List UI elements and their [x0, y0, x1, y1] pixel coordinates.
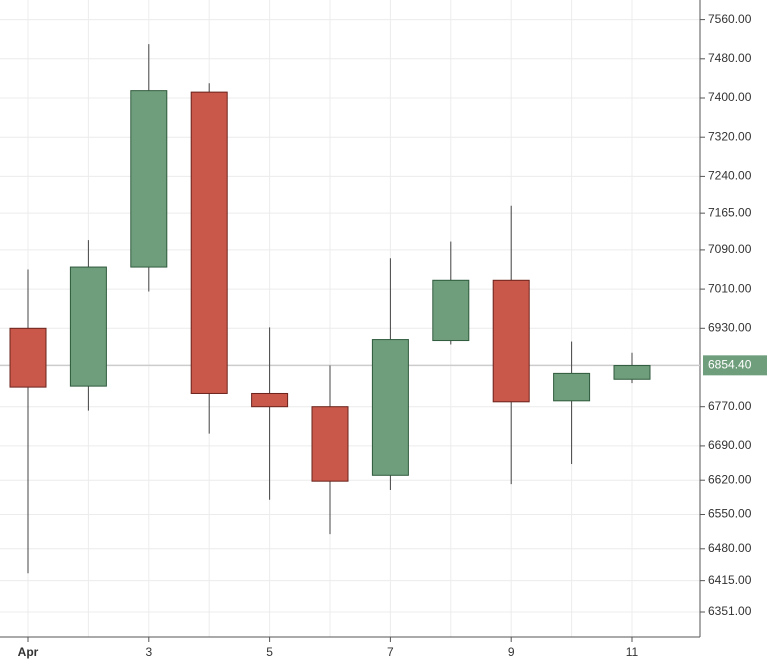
y-tick-label: 6620.00 [708, 472, 752, 486]
candle-body [432, 279, 470, 342]
candle-body [311, 406, 349, 482]
y-tick-label: 6550.00 [708, 507, 752, 521]
y-tick-label: 6415.00 [708, 573, 752, 587]
y-tick-label: 6930.00 [708, 320, 752, 334]
y-tick-label: 7010.00 [708, 281, 752, 295]
candle-body [371, 339, 409, 476]
x-tick-label: Apr [18, 645, 39, 659]
last-price-tag [703, 355, 767, 376]
x-tick-label: 7 [387, 645, 394, 659]
candle-body [190, 91, 228, 394]
y-tick-label: 7240.00 [708, 169, 752, 183]
candle-body [69, 266, 107, 387]
x-tick-label: 9 [508, 645, 515, 659]
candle-body [130, 90, 168, 268]
y-tick-label: 7090.00 [708, 242, 752, 256]
candle-body [251, 392, 289, 408]
y-tick-label: 6351.00 [708, 604, 752, 618]
x-tick-label: 11 [626, 645, 639, 659]
candle-body [553, 372, 591, 402]
y-tick-label: 7480.00 [708, 51, 752, 65]
y-tick-label: 7400.00 [708, 90, 752, 104]
candle-body [613, 365, 651, 380]
y-tick-label: 6480.00 [708, 541, 752, 555]
y-tick-label: 7165.00 [708, 205, 752, 219]
x-tick-label: 5 [266, 645, 273, 659]
y-tick-label: 7560.00 [708, 12, 752, 26]
last-price-label: 6854.40 [708, 358, 752, 372]
y-tick-label: 6690.00 [708, 438, 752, 452]
candle-body [9, 327, 47, 388]
candle-body [492, 279, 530, 403]
y-tick-label: 7320.00 [708, 129, 752, 143]
x-tick-label: 3 [145, 645, 152, 659]
y-tick-label: 6770.00 [708, 399, 752, 413]
